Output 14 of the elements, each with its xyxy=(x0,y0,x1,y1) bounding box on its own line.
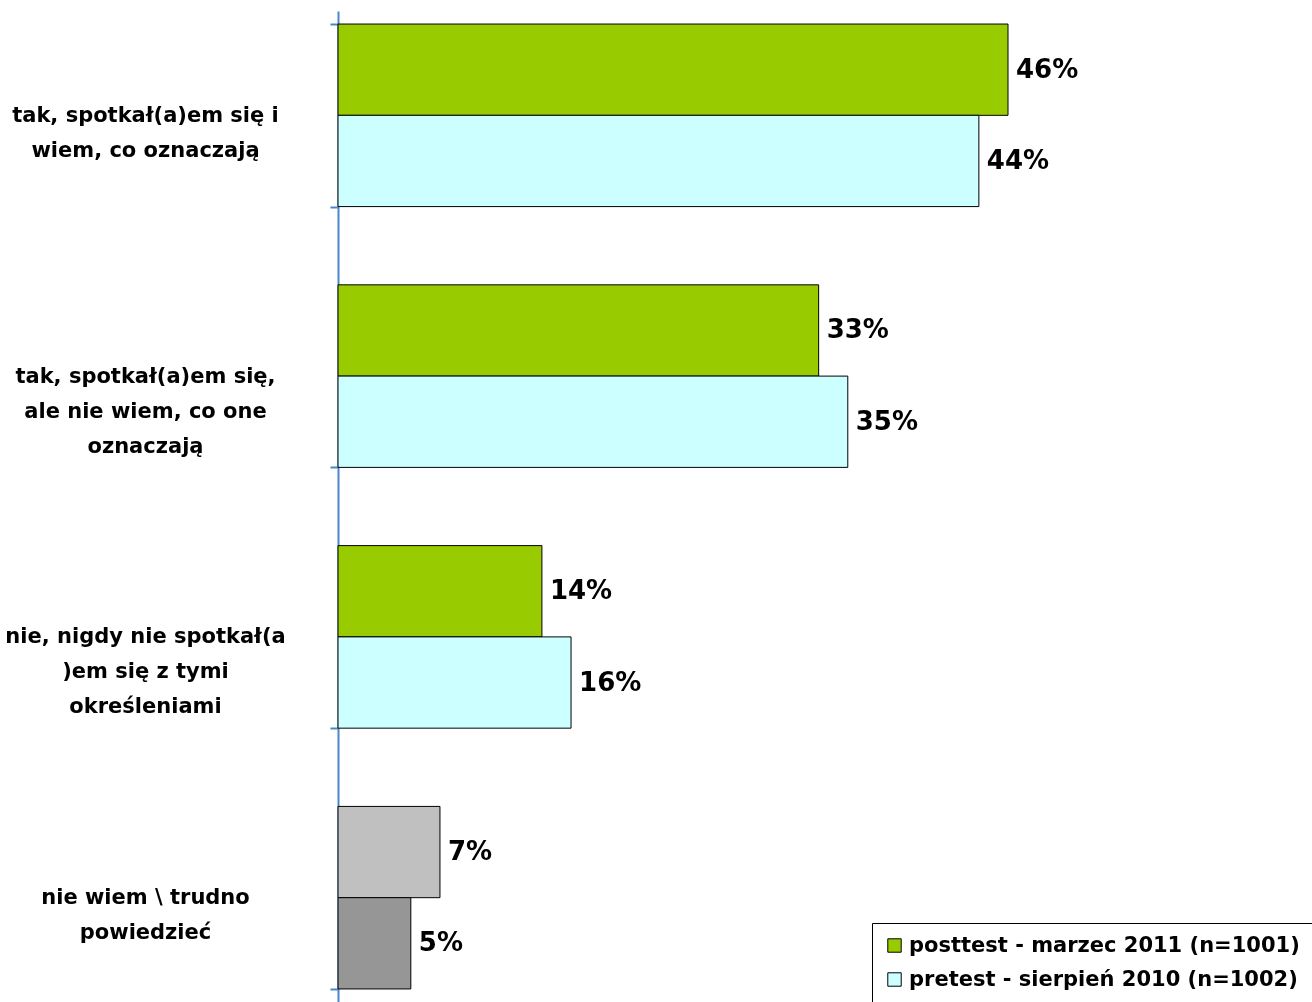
data-label: 5% xyxy=(418,927,463,958)
data-label: 46% xyxy=(1016,53,1079,84)
y-tick-label: tak, spotkał(a)em się i wiem, co oznaczają xyxy=(12,102,279,162)
data-label: 44% xyxy=(986,144,1050,175)
data-label: 16% xyxy=(579,666,642,697)
y-tick-label: nie, nigdy nie spotkał(a )em się z tymi określeniami xyxy=(5,624,286,719)
data-label: 7% xyxy=(447,836,493,867)
legend-label: pretest - sierpień 2010 (n=1002) xyxy=(909,966,1298,991)
y-tick-label: tak, spotkał(a)em się, ale nie wiem, co one oznaczają xyxy=(15,363,276,458)
data-label: 14% xyxy=(549,575,613,606)
data-label: 35% xyxy=(855,405,919,436)
data-label: 33% xyxy=(826,314,889,345)
y-tick-label: nie wiem \ trudno powiedzieć xyxy=(41,885,250,945)
legend-label: posttest - marzec 2011 (n=1001) xyxy=(909,932,1300,957)
